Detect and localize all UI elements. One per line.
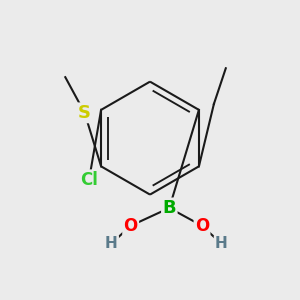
- Text: O: O: [124, 217, 138, 235]
- Text: B: B: [163, 199, 176, 217]
- Text: S: S: [78, 104, 91, 122]
- Text: Cl: Cl: [80, 171, 98, 189]
- Text: H: H: [215, 236, 228, 251]
- Text: H: H: [105, 236, 118, 251]
- Text: O: O: [195, 217, 209, 235]
